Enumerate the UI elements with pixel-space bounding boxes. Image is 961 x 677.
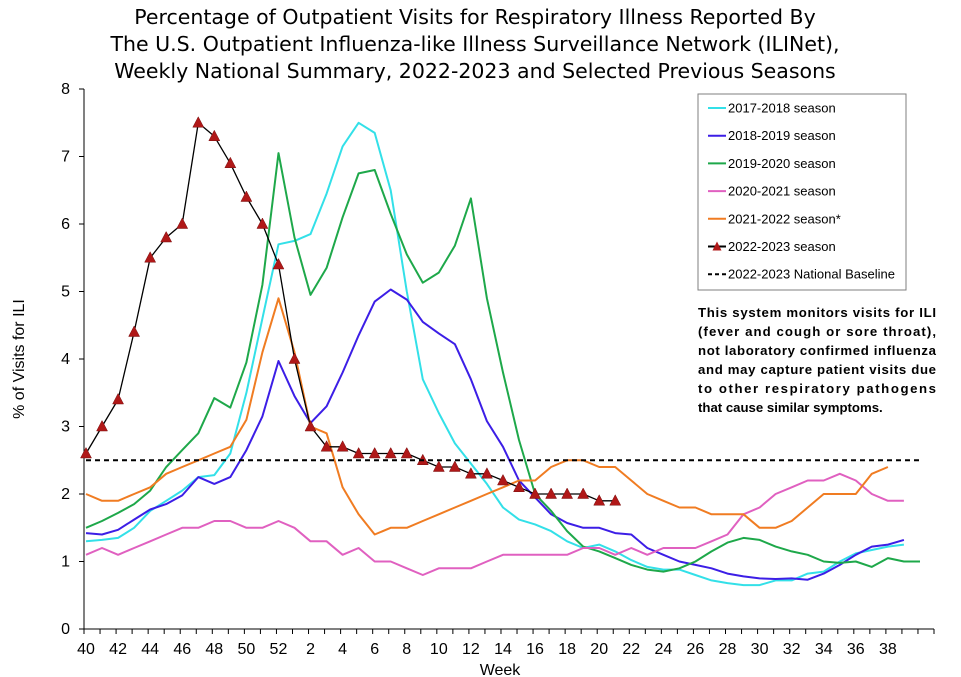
- y-tick-label: 2: [61, 486, 70, 503]
- data-point-marker: [112, 392, 124, 405]
- x-tick-label: 8: [402, 641, 411, 658]
- data-point-marker: [160, 230, 173, 243]
- data-point-marker: [432, 460, 445, 472]
- chart-title: Percentage of Outpatient Visits for Resp…: [109, 5, 839, 83]
- series-line-2019-2020-season: [85, 152, 920, 573]
- data-point-marker: [481, 467, 493, 479]
- data-point-marker: [545, 487, 558, 499]
- data-point-marker: [192, 116, 205, 128]
- data-point-marker: [256, 217, 269, 229]
- y-tick-label: 3: [61, 419, 70, 436]
- legend-box: [697, 93, 907, 291]
- data-point-marker: [304, 419, 317, 432]
- data-point-marker: [497, 473, 509, 486]
- data-point-marker: [336, 440, 349, 452]
- legend-label: 2022-2023 National Baseline: [728, 267, 895, 282]
- legend-label: 2022-2023 season: [728, 239, 836, 254]
- series-line-2021-2022-season-: [85, 297, 889, 536]
- data-point-marker: [208, 129, 221, 141]
- x-tick-label: 20: [590, 641, 608, 658]
- x-tick-label: 52: [270, 641, 288, 658]
- data-point-marker: [176, 217, 189, 229]
- x-tick-label: 6: [370, 641, 379, 658]
- x-tick-label: 32: [783, 641, 801, 658]
- data-point-marker: [96, 419, 108, 432]
- data-point-marker: [128, 325, 141, 337]
- y-tick-label: 7: [61, 149, 70, 166]
- data-point-marker: [609, 494, 622, 506]
- y-axis-label: % of Visits for ILI: [11, 299, 28, 419]
- x-tick-label: 14: [494, 641, 512, 658]
- data-point-marker: [144, 251, 157, 263]
- title-line-1: Percentage of Outpatient Visits for Resp…: [134, 5, 816, 29]
- legend-label: 2021-2022 season*: [728, 211, 841, 226]
- y-tick-label: 4: [61, 351, 70, 368]
- y-tick-label: 1: [61, 554, 70, 571]
- data-point-marker: [400, 446, 413, 459]
- legend-label: 2017-2018 season: [728, 101, 836, 116]
- x-tick-label: 36: [847, 641, 865, 658]
- data-point-marker: [352, 446, 365, 459]
- x-tick-label: 16: [526, 641, 544, 658]
- data-point-marker: [529, 487, 541, 499]
- series-line-2020-2021-season: [85, 472, 904, 576]
- x-tick-label: 10: [430, 641, 448, 658]
- x-tick-label: 38: [879, 641, 897, 658]
- y-tick-label: 0: [61, 621, 70, 638]
- note-line-5: to other respiratory pathogens: [698, 381, 936, 396]
- x-tick-label: 42: [109, 641, 127, 658]
- y-tick-label: 6: [61, 216, 70, 233]
- x-tick-label: 24: [654, 641, 672, 658]
- data-point-marker: [240, 190, 253, 202]
- annotation-note: This system monitors visits for ILI (fev…: [698, 305, 937, 415]
- x-tick-label: 50: [237, 641, 255, 658]
- x-tick-label: 12: [462, 641, 480, 658]
- x-tick-label: 30: [751, 641, 769, 658]
- legend: 2017-2018 season 2018-2019 season 2019-202…: [697, 93, 907, 291]
- legend-label: 2020-2021 season: [728, 184, 836, 199]
- legend-marker: [712, 241, 722, 251]
- data-point-marker: [320, 440, 333, 452]
- x-tick-label: 2: [306, 641, 315, 658]
- legend-label: 2018-2019 season: [728, 128, 836, 143]
- series-line-2018-2019-season: [85, 288, 905, 581]
- data-point-marker: [448, 460, 461, 472]
- data-point-marker: [368, 446, 381, 459]
- title-line-2: The U.S. Outpatient Influenza-like Illne…: [109, 32, 839, 56]
- data-point-marker: [464, 467, 477, 479]
- series-line-2017-2018-season: [85, 121, 905, 587]
- series-line-2022-2023-season: [85, 122, 616, 502]
- data-point-marker: [224, 156, 237, 168]
- data-point-marker: [80, 446, 92, 459]
- note-line-1: This system monitors visits for ILI: [698, 305, 936, 320]
- x-tick-label: 18: [558, 641, 576, 658]
- x-tick-label: 48: [205, 641, 223, 658]
- title-line-3: Weekly National Summary, 2022-2023 and S…: [114, 59, 836, 83]
- data-point-marker: [561, 487, 574, 499]
- data-point-marker: [513, 480, 525, 492]
- note-line-3: not laboratory confirmed influenza: [698, 343, 937, 358]
- x-tick-label: 4: [338, 641, 347, 658]
- y-tick-label: 8: [61, 81, 70, 98]
- x-tick-label: 46: [173, 641, 191, 658]
- x-tick-label: 40: [77, 641, 95, 658]
- y-tick-label: 5: [61, 284, 70, 301]
- x-tick-label: 26: [687, 641, 705, 658]
- x-tick-label: 34: [815, 641, 833, 658]
- data-point-marker: [593, 494, 606, 506]
- note-line-2: (fever and cough or sore throat),: [698, 324, 936, 339]
- x-axis-label: Week: [480, 662, 522, 677]
- data-point-marker: [384, 446, 397, 459]
- x-tick-label: 22: [622, 641, 640, 658]
- data-point-marker: [577, 487, 590, 499]
- legend-label: 2019-2020 season: [728, 156, 836, 171]
- note-line-6: that cause similar symptoms.: [698, 400, 883, 415]
- x-tick-label: 44: [141, 641, 159, 658]
- data-point-marker: [272, 257, 285, 270]
- data-point-marker: [288, 352, 301, 364]
- note-line-4: and may capture patient visits due: [698, 362, 936, 377]
- x-tick-label: 28: [719, 641, 737, 658]
